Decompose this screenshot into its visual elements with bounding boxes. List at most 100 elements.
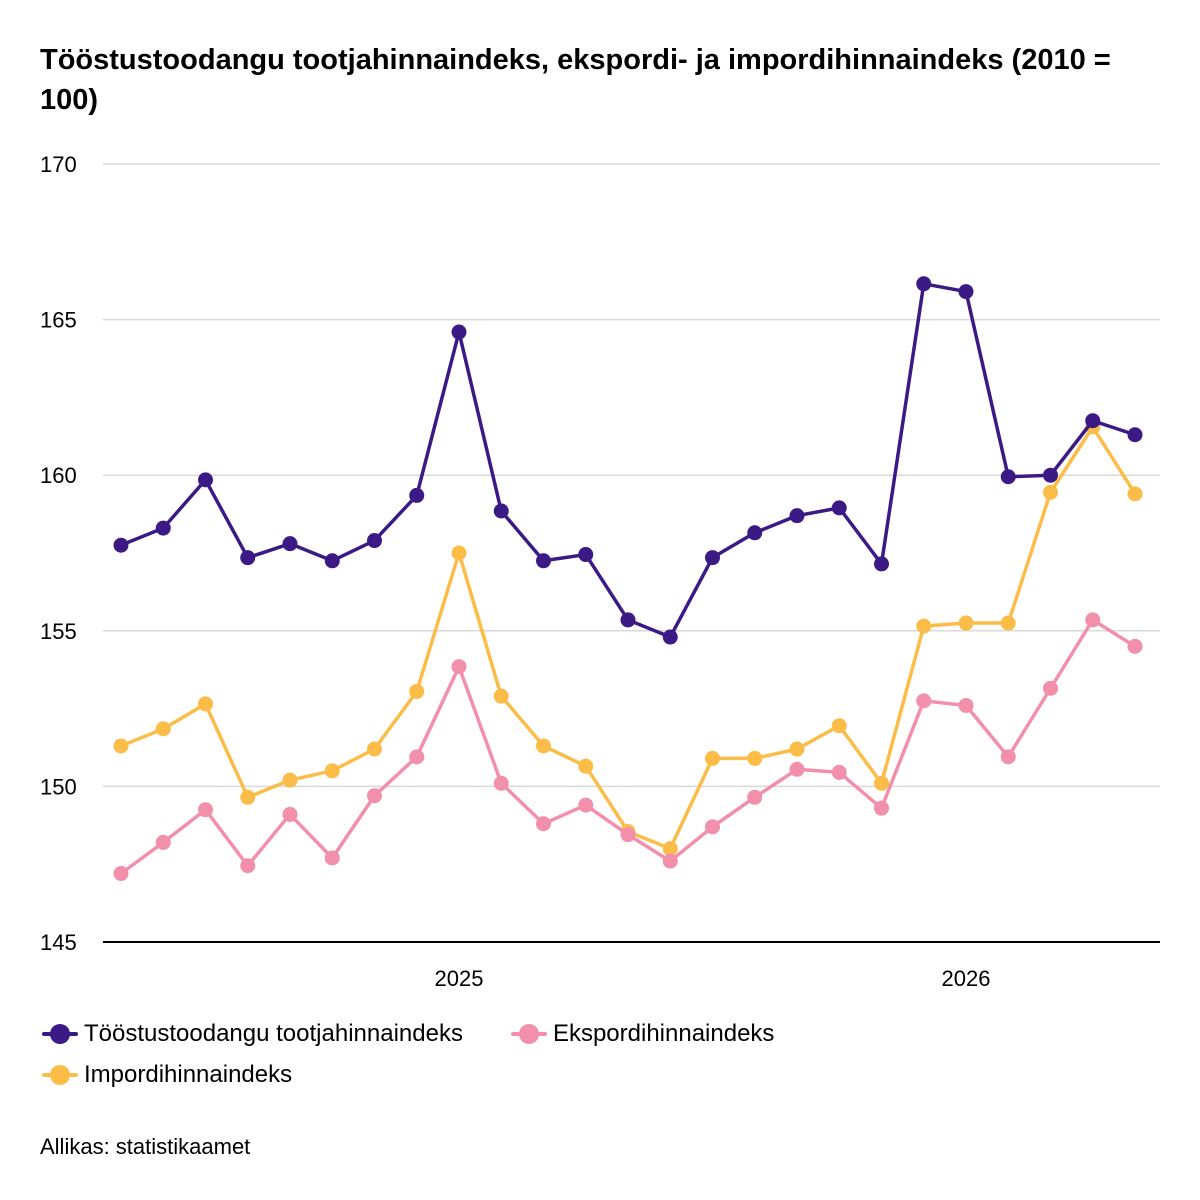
data-point[interactable] (916, 693, 932, 709)
data-point[interactable] (662, 629, 678, 645)
legend-swatch-dot (50, 1064, 70, 1085)
data-point[interactable] (240, 550, 256, 566)
data-point[interactable] (282, 536, 298, 552)
legend-label-import: Impordihinnaindeks (84, 1060, 293, 1088)
data-point[interactable] (1043, 484, 1058, 500)
data-point[interactable] (705, 819, 720, 835)
data-point[interactable] (831, 764, 847, 780)
data-point[interactable] (1000, 749, 1016, 765)
legend-swatch-import (40, 1064, 80, 1085)
data-point[interactable] (113, 738, 129, 754)
data-point[interactable] (367, 788, 382, 804)
data-point[interactable] (536, 816, 551, 832)
data-point[interactable] (1127, 638, 1143, 654)
data-point[interactable] (747, 525, 763, 541)
legend: Tööstustoodangu tootjahinnaindeks Ekspor… (40, 1013, 1160, 1095)
legend-item-eksport[interactable]: Ekspordihinnaindeks (509, 1020, 774, 1048)
data-point[interactable] (240, 789, 256, 805)
data-point[interactable] (198, 696, 213, 712)
data-point[interactable] (155, 520, 171, 536)
data-point[interactable] (282, 806, 298, 822)
data-point[interactable] (155, 834, 171, 850)
data-point[interactable] (620, 612, 636, 628)
data-point[interactable] (451, 659, 467, 675)
source-note: Allikas: statistikaamet (40, 1134, 251, 1159)
x-axis-labels: 2025 2026 (435, 966, 991, 991)
data-point[interactable] (493, 688, 509, 704)
series-line (119, 425, 1137, 851)
data-point[interactable] (1085, 413, 1101, 429)
data-point[interactable] (662, 853, 678, 869)
data-point[interactable] (536, 738, 551, 754)
data-point[interactable] (324, 763, 340, 779)
data-point[interactable] (705, 550, 720, 566)
legend-swatch-dot (518, 1023, 539, 1044)
data-point[interactable] (578, 547, 594, 563)
y-tick-label: 165 (40, 308, 77, 333)
data-point[interactable] (1127, 427, 1143, 443)
data-point[interactable] (620, 827, 636, 843)
data-point[interactable] (198, 802, 213, 818)
data-point[interactable] (324, 850, 340, 866)
data-point[interactable] (831, 500, 847, 516)
data-point[interactable] (1000, 615, 1016, 631)
data-point[interactable] (493, 503, 509, 519)
legend-row-1: Tööstustoodangu tootjahinnaindeks Ekspor… (40, 1013, 1160, 1054)
data-point[interactable] (409, 487, 425, 503)
data-point[interactable] (451, 324, 467, 340)
series-1 (113, 612, 1143, 882)
chart-title-line-1: Tööstustoodangu tootjahinnaindeks, ekspo… (40, 44, 1111, 76)
data-point[interactable] (1043, 467, 1058, 483)
data-point[interactable] (916, 276, 932, 292)
data-point[interactable] (282, 772, 298, 788)
data-point[interactable] (367, 533, 382, 549)
chart-title: Tööstustoodangu tootjahinnaindeks, ekspo… (40, 40, 1200, 120)
data-point[interactable] (155, 721, 171, 737)
y-axis-labels: 145 150 155 160 165 170 (40, 152, 77, 955)
data-point[interactable] (409, 683, 425, 699)
series-0 (113, 276, 1143, 645)
data-point[interactable] (1000, 469, 1016, 485)
data-point[interactable] (958, 615, 974, 631)
data-point[interactable] (874, 775, 889, 791)
data-point[interactable] (747, 750, 763, 766)
data-point[interactable] (113, 866, 129, 882)
data-point[interactable] (578, 797, 594, 813)
data-point[interactable] (409, 749, 425, 765)
data-point[interactable] (789, 508, 805, 524)
data-point[interactable] (113, 537, 129, 553)
series-2 (113, 419, 1143, 857)
data-point[interactable] (1043, 680, 1058, 696)
data-point[interactable] (1085, 612, 1101, 628)
data-point[interactable] (789, 761, 805, 777)
data-point[interactable] (198, 472, 213, 488)
data-point[interactable] (578, 758, 594, 774)
data-point[interactable] (240, 858, 256, 874)
data-point[interactable] (789, 741, 805, 757)
y-tick-label: 170 (40, 152, 77, 177)
legend-swatch-eksport (509, 1023, 549, 1044)
series-group (113, 276, 1143, 882)
data-point[interactable] (367, 741, 382, 757)
y-tick-label: 150 (40, 774, 77, 799)
legend-item-tootjahind[interactable]: Tööstustoodangu tootjahinnaindeks (40, 1020, 463, 1048)
data-point[interactable] (874, 800, 889, 816)
data-point[interactable] (451, 545, 467, 561)
data-point[interactable] (958, 284, 974, 300)
data-point[interactable] (916, 618, 932, 634)
data-point[interactable] (662, 841, 678, 857)
legend-item-import[interactable]: Impordihinnaindeks (40, 1061, 292, 1089)
data-point[interactable] (831, 718, 847, 734)
data-point[interactable] (874, 556, 889, 572)
line-chart: 145 150 155 160 165 170 2025 2026 (40, 152, 1160, 991)
data-point[interactable] (1127, 486, 1143, 502)
legend-row-2: Impordihinnaindeks (40, 1054, 1160, 1095)
data-point[interactable] (705, 750, 720, 766)
data-point[interactable] (536, 553, 551, 569)
chart-title-line-2: 100) (40, 84, 99, 116)
data-point[interactable] (958, 697, 974, 713)
data-point[interactable] (747, 789, 763, 805)
data-point[interactable] (493, 775, 509, 791)
data-point[interactable] (324, 553, 340, 569)
x-tick-label: 2026 (942, 966, 991, 991)
